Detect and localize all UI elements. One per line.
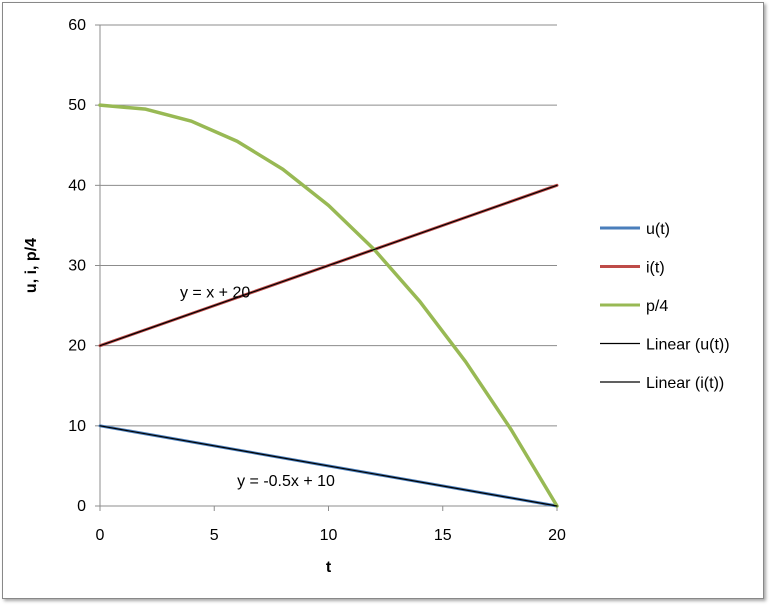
x-tick-label-2: 10 [320, 527, 338, 544]
annotation-1: y = -0.5x + 10 [237, 473, 335, 490]
legend-label-0: u(t) [646, 221, 670, 238]
y-tick-label-2: 20 [68, 338, 86, 355]
x-tick-label-1: 5 [210, 527, 219, 544]
series-line-3 [99, 425, 558, 507]
y-tick-label-6: 60 [68, 17, 86, 34]
tick-labels: 0 10 20 30 40 50 60 0 5 10 15 20 [68, 17, 566, 544]
legend-label-3: Linear (u(t)) [646, 337, 730, 354]
legend-label-2: p/4 [646, 298, 668, 315]
x-axis-title: t [326, 559, 332, 576]
legend-label-4: Linear (i(t)) [646, 375, 724, 392]
y-axis-title: u, i, p/4 [23, 238, 40, 293]
series-line-2 [98, 103, 559, 508]
y-tick-label-3: 30 [68, 258, 86, 275]
series-line-4 [99, 184, 558, 347]
legend-label-1: i(t) [646, 260, 665, 277]
y-tick-label-4: 40 [68, 177, 86, 194]
legend: u(t) i(t) p/4 Linear (u(t)) Linear (i(t)) [600, 221, 730, 392]
y-tick-label-1: 10 [68, 418, 86, 435]
annotations: y = x + 20 y = -0.5x + 10 [180, 285, 335, 490]
x-tick-label-0: 0 [96, 527, 105, 544]
x-tick-label-4: 20 [548, 527, 566, 544]
chart-frame [2, 2, 764, 599]
x-tick-label-3: 15 [434, 527, 452, 544]
gridlines [100, 24, 557, 427]
series-lines [98, 103, 559, 508]
annotation-0: y = x + 20 [180, 285, 250, 302]
y-tick-label-5: 50 [68, 97, 86, 114]
y-tick-label-0: 0 [77, 498, 86, 515]
